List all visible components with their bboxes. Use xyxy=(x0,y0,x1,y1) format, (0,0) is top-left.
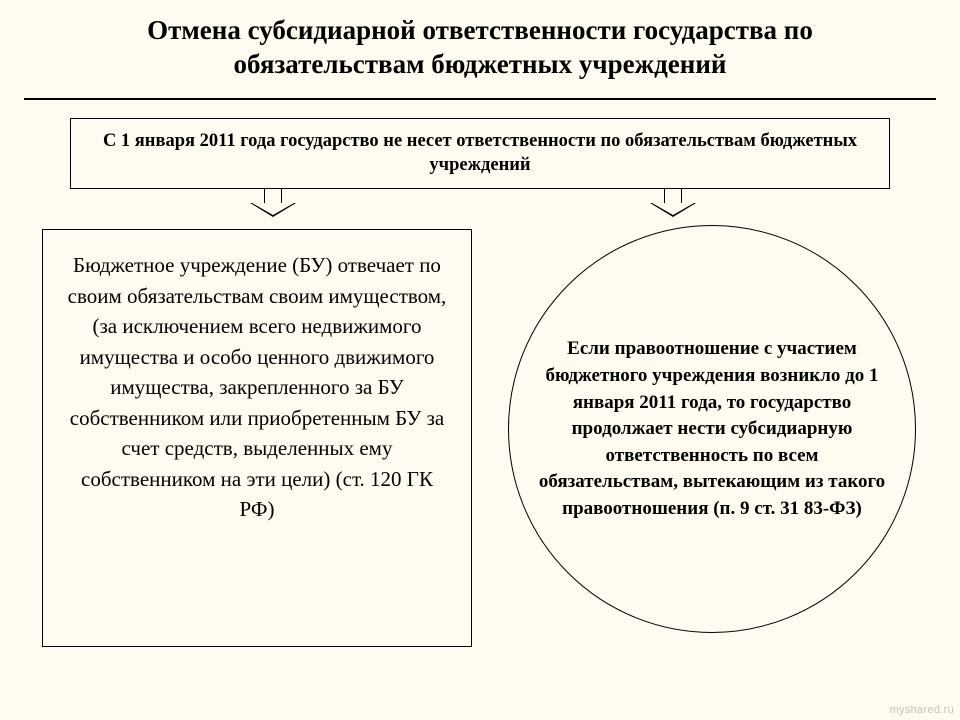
title-divider xyxy=(24,98,936,100)
content-area: Бюджетное учреждение (БУ) отвечает по св… xyxy=(0,229,960,679)
watermark-text: myshared.ru xyxy=(890,704,954,716)
left-detail-box: Бюджетное учреждение (БУ) отвечает по св… xyxy=(42,229,472,647)
page-title: Отмена субсидиарной ответственности госу… xyxy=(0,0,960,92)
right-detail-circle: Если правоотношение с участием бюджетног… xyxy=(508,225,916,633)
arrow-row xyxy=(0,189,960,229)
arrow-down-right xyxy=(650,189,696,217)
arrow-down-left xyxy=(250,189,296,217)
right-detail-text: Если правоотношение с участием бюджетног… xyxy=(537,336,886,522)
summary-box: С 1 января 2011 года государство не несе… xyxy=(70,118,890,190)
